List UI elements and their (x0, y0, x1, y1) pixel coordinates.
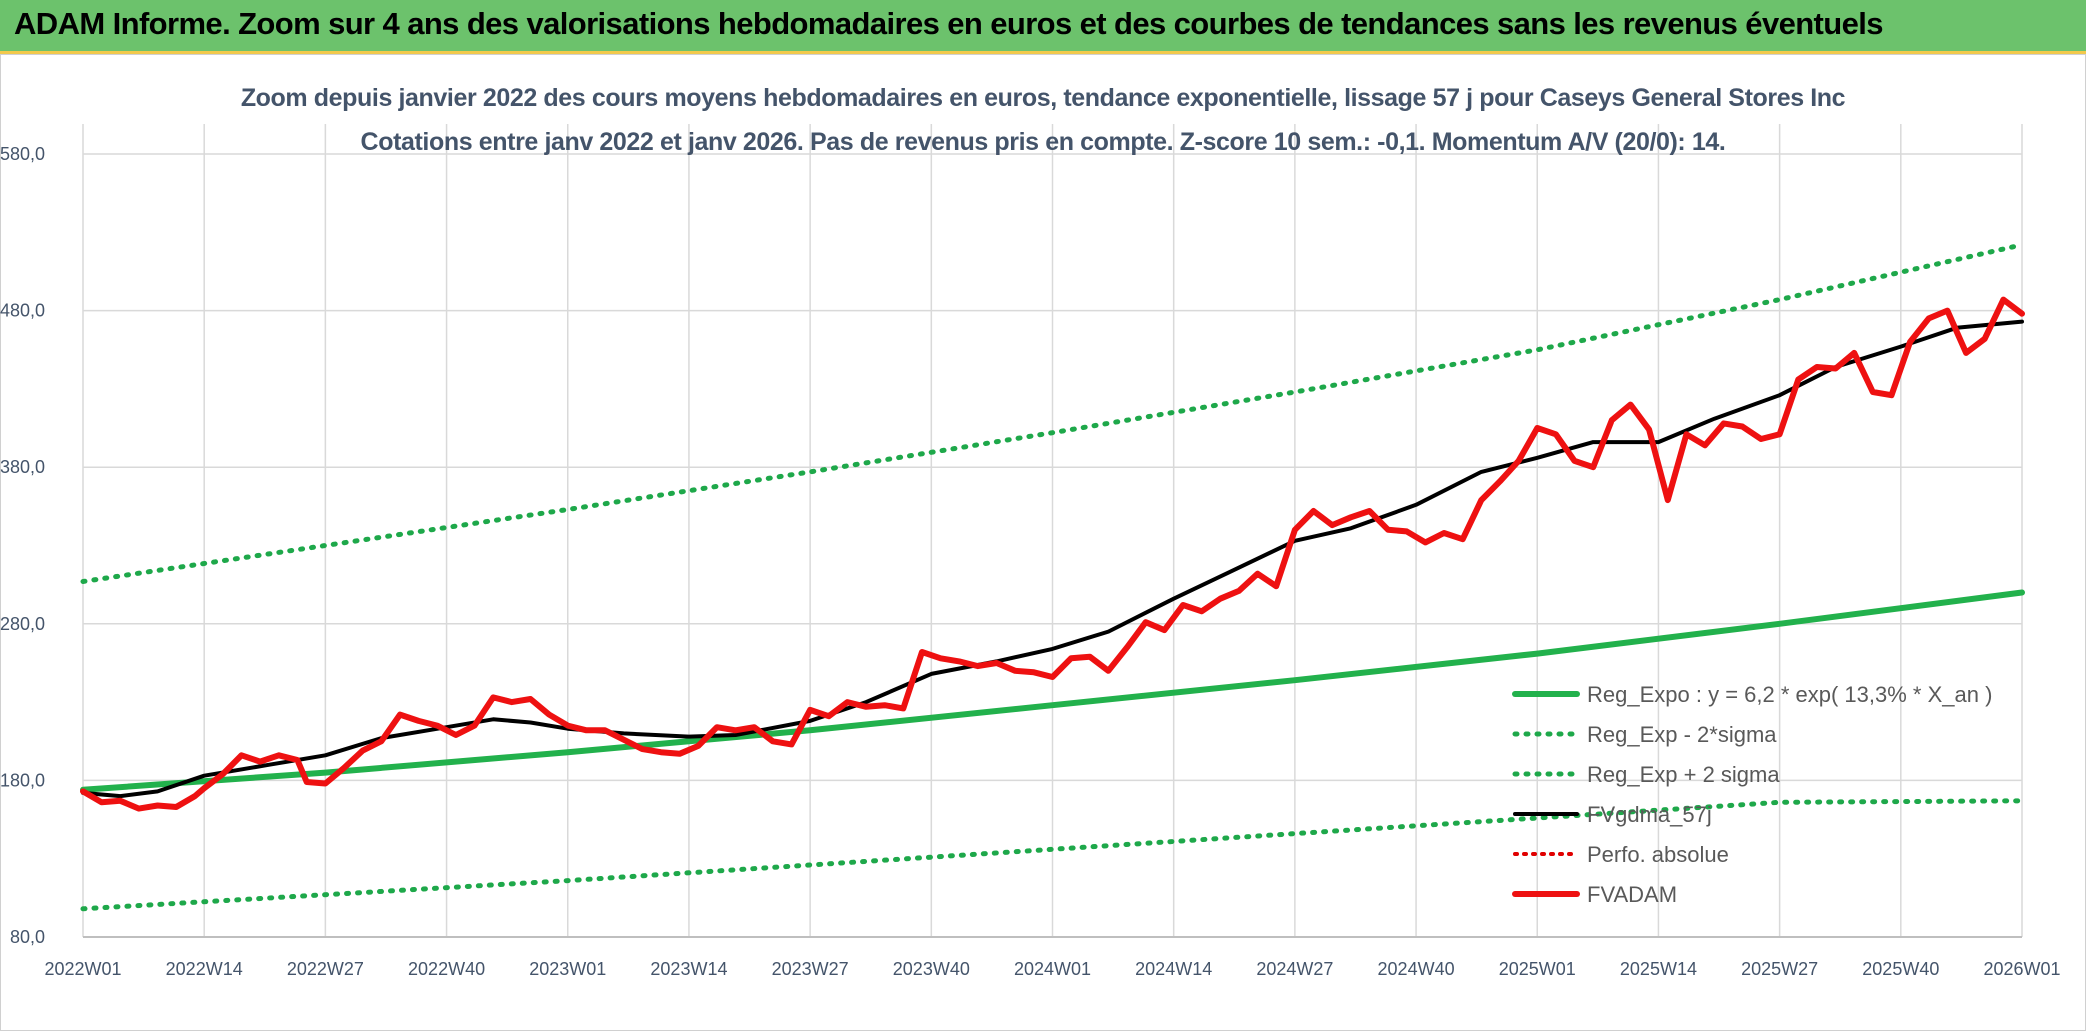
x-tick-label: 2026W01 (1983, 959, 2060, 979)
y-tick-label: 80,0 (10, 927, 45, 947)
y-tick-label: 180,0 (0, 770, 45, 790)
x-tick-label: 2023W01 (529, 959, 606, 979)
legend-item: Reg_Exp + 2 sigma (1587, 762, 1780, 787)
legend-item: Reg_Expo : y = 6,2 * exp( 13,3% * X_an ) (1587, 682, 1992, 707)
x-tick-label: 2022W01 (44, 959, 121, 979)
reg-exp-plus-2sigma-line (80, 242, 2025, 584)
legend-item: Reg_Exp - 2*sigma (1587, 722, 1777, 747)
x-tick-label: 2022W14 (166, 959, 243, 979)
x-tick-label: 2024W01 (1014, 959, 1091, 979)
legend-item: FVADAM (1587, 882, 1677, 907)
fvadam-line (80, 296, 2025, 812)
legend-item: FVgdma_57j (1587, 802, 1712, 827)
reg-exp-minus-2sigma-line (80, 798, 2025, 912)
y-tick-label: 280,0 (0, 614, 45, 634)
x-tick-label: 2025W01 (1499, 959, 1576, 979)
x-tick-label: 2024W27 (1256, 959, 1333, 979)
y-tick-label: 480,0 (0, 301, 45, 321)
x-tick-label: 2024W40 (1378, 959, 1455, 979)
x-tick-label: 2023W27 (772, 959, 849, 979)
y-tick-label: 580,0 (0, 144, 45, 164)
chart-subtitle: Cotations entre janv 2022 et janv 2026. … (360, 128, 1726, 156)
x-tick-label: 2025W40 (1862, 959, 1939, 979)
report-banner: ADAM Informe. Zoom sur 4 ans des valoris… (0, 0, 2086, 54)
x-tick-label: 2023W40 (893, 959, 970, 979)
chart-title: Zoom depuis janvier 2022 des cours moyen… (240, 84, 1846, 112)
x-tick-label: 2022W40 (408, 959, 485, 979)
x-tick-label: 2022W27 (287, 959, 364, 979)
x-tick-label: 2024W14 (1135, 959, 1212, 979)
reg-expo-line (80, 589, 2025, 793)
report-title: ADAM Informe. Zoom sur 4 ans des valoris… (14, 6, 1884, 41)
x-tick-label: 2025W27 (1741, 959, 1818, 979)
x-tick-label: 2023W14 (650, 959, 727, 979)
legend-item: Perfo. absolue (1587, 842, 1729, 867)
x-tick-label: 2025W14 (1620, 959, 1697, 979)
y-tick-label: 380,0 (0, 457, 45, 477)
